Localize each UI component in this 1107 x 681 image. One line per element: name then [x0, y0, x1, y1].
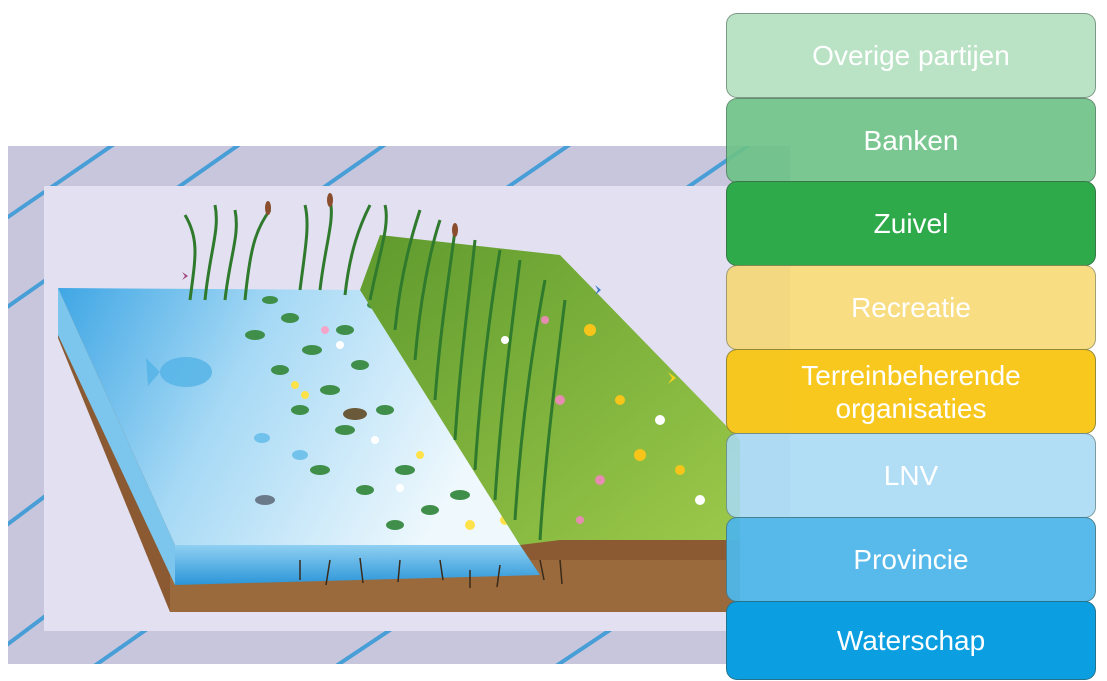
lily-pads — [245, 296, 470, 530]
tile-recreatie[interactable]: Recreatie — [726, 265, 1096, 350]
tile-overige-partijen[interactable]: Overige partijen — [726, 13, 1096, 98]
tile-provincie[interactable]: Provincie — [726, 517, 1096, 602]
creatures — [182, 272, 676, 505]
tile-label: Zuivel — [873, 208, 949, 239]
fish-icon — [160, 357, 212, 387]
roots — [299, 557, 563, 588]
tile-terreinbeherende-organisaties[interactable]: Terreinbeherende organisaties — [726, 349, 1096, 434]
meadow-flowers — [501, 316, 705, 524]
water — [58, 288, 540, 585]
tile-label: Overige partijen — [812, 40, 1010, 71]
tile-label: Provincie — [853, 544, 969, 575]
duck-icon — [343, 408, 367, 420]
tile-label: Banken — [863, 125, 959, 156]
tile-label: Terreinbeherende organisaties — [801, 359, 1021, 424]
butterfly-icon — [668, 372, 676, 384]
reeds — [183, 199, 567, 541]
tile-banken[interactable]: Banken — [726, 98, 1096, 183]
tile-label: Waterschap — [836, 625, 986, 656]
reed-heads — [265, 193, 458, 237]
tile-zuivel[interactable]: Zuivel — [726, 181, 1096, 266]
tile-waterschap[interactable]: Waterschap — [726, 601, 1096, 680]
tile-label: Recreatie — [851, 292, 971, 323]
tile-lnv[interactable]: LNV — [726, 433, 1096, 518]
grass-slope — [360, 235, 740, 545]
tile-label: LNV — [883, 460, 939, 491]
